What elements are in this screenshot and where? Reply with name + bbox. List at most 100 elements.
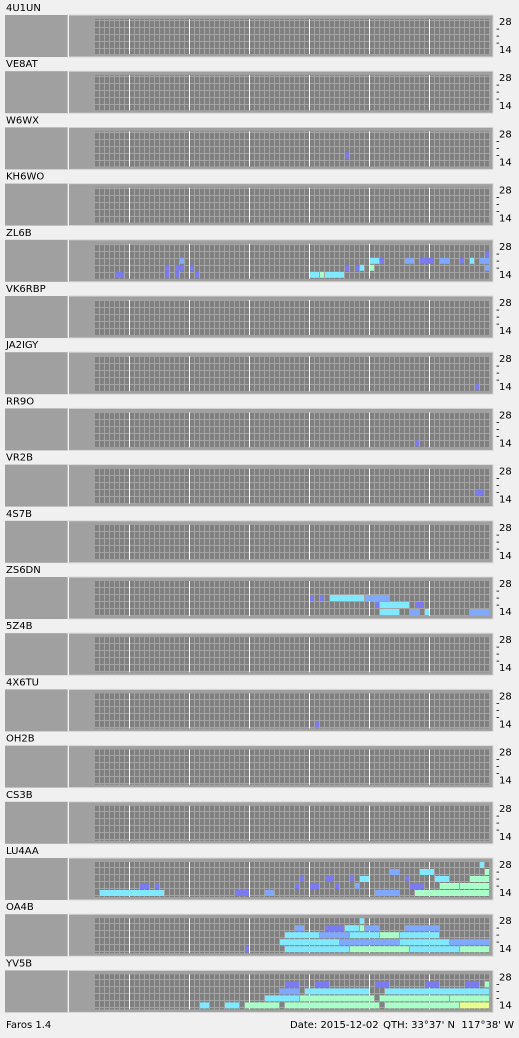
signal-cell [485,264,489,271]
signal-cell [360,925,364,932]
signal-cell [460,257,464,264]
signal-cell [460,1002,489,1009]
band-tick-label: - [496,698,500,709]
signal-cell [330,595,364,601]
signal-cell [175,271,179,278]
band-tick-label: - [496,649,500,660]
station-thumb [5,745,68,788]
band-tick-label: - [496,488,500,499]
station-name: ZL6B [6,228,32,239]
band-tick-label: - [496,305,500,316]
band-tick-label: - [496,755,500,766]
signal-cell [140,883,149,889]
station-name: JA2IGY [5,340,39,351]
grid-cells [95,524,490,560]
signal-cell [280,988,299,995]
band-tick-label: - [496,249,500,260]
station-thumb [5,577,68,619]
band-tick-label: 28 [499,523,512,534]
band-tick-label: - [496,143,500,154]
signal-cell [480,862,484,868]
band-tick-label: - [496,94,500,105]
signal-cell [285,946,349,953]
station-name: VK6RBP [6,284,46,295]
signal-cell [385,1002,459,1009]
signal-cell [485,869,489,875]
band-tick-label: 28 [499,129,512,140]
signal-cell [435,876,449,882]
signal-cell [470,257,474,264]
station-name: 5Z4B [6,621,33,632]
band-tick-label: 14 [499,663,512,674]
signal-cell [415,890,489,896]
band-tick-label: - [496,200,500,211]
band-tick-label: 14 [499,719,512,730]
signal-cell [365,925,379,932]
signal-cell [380,602,409,608]
band-tick-label: - [496,874,500,885]
signal-cell [420,869,434,875]
signal-cell [420,257,434,264]
signal-cell [380,257,384,264]
band-tick-label: - [496,993,500,1004]
signal-cell [370,264,374,271]
grid-cells [95,805,490,841]
band-tick-label: - [496,207,500,218]
signal-cell [375,890,399,896]
signal-cell [380,995,449,1002]
signal-cell [460,946,489,953]
band-tick-label: - [496,537,500,548]
signal-cell [385,988,489,995]
station-name: LU4AA [6,846,39,857]
signal-cell [410,946,459,953]
signal-cell [380,609,399,615]
station-name: 4U1UN [6,3,41,14]
signal-cell [415,440,419,447]
band-tick-label: 28 [499,467,512,478]
band-tick-label: 28 [499,804,512,815]
signal-cell [400,939,449,946]
band-tick-label: - [496,586,500,597]
station-thumb [5,239,68,282]
signal-cell [470,876,489,882]
signal-cell [320,595,324,601]
grid-cells [95,300,490,335]
app-name: Faros 1.4 [6,1020,51,1031]
signal-cell [410,609,419,615]
signal-cell [295,883,299,889]
grid-cells [95,468,490,504]
signal-cell [115,271,124,278]
band-tick-label: 28 [499,354,512,365]
station-thumb [5,914,68,957]
band-tick-label: 14 [499,157,512,168]
signal-cell [310,883,319,889]
signal-cell [375,602,379,608]
band-tick-label: - [496,38,500,49]
band-tick-label: 28 [499,298,512,309]
grid-cells [95,693,490,729]
grid-cells [95,581,490,616]
signal-cell [350,932,379,939]
signal-cell [355,883,359,889]
signal-cell [320,271,324,278]
station-thumb [5,520,68,563]
signal-cell [380,932,399,939]
signal-cell [335,883,339,889]
signal-cell [265,995,299,1002]
station-name: ZS6DN [6,565,41,576]
signal-cell [440,883,459,889]
band-tick-label: 14 [499,776,512,787]
station-name: YV5B [5,958,32,969]
band-tick-label: - [496,319,500,330]
band-tick-label: - [496,80,500,91]
band-tick-label: 28 [499,972,512,983]
band-tick-label: 14 [499,326,512,337]
